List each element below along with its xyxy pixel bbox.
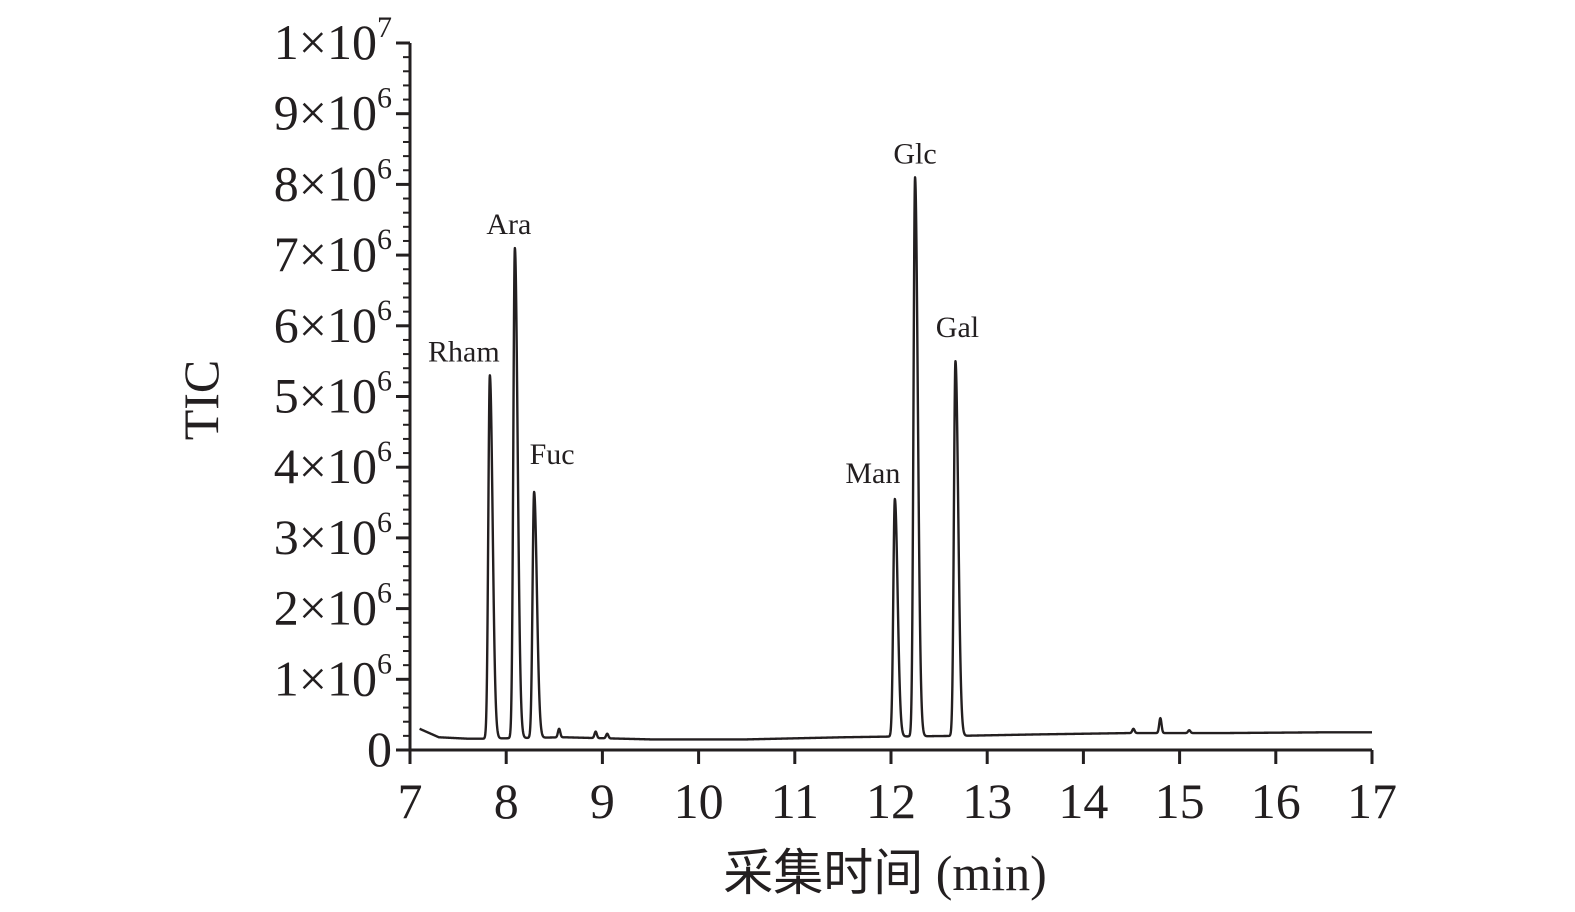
peak-label-rham: Rham xyxy=(428,335,500,368)
peak-label-ara: Ara xyxy=(486,208,531,241)
x-tick-label: 14 xyxy=(1058,773,1108,829)
x-tick-label: 16 xyxy=(1251,773,1301,829)
peak-labels: Rham Ara Fuc Man Glc Gal xyxy=(428,137,979,500)
x-tick-label: 15 xyxy=(1155,773,1205,829)
y-tick-label: 4×106 xyxy=(274,435,392,494)
peak-label-fuc: Fuc xyxy=(530,438,575,471)
peak-apex-gal xyxy=(954,360,956,362)
peak-label-man: Man xyxy=(845,457,900,490)
y-tick-label: 8×106 xyxy=(274,152,392,211)
y-axis: 0 1×106 2×106 3×106 4×106 5×106 6×106 7×106 8×10… xyxy=(274,11,412,777)
x-axis: 7 8 9 10 11 12 13 14 15 16 17 xyxy=(398,748,1397,829)
y-tick-label: 7×106 xyxy=(274,223,392,282)
x-tick-label: 9 xyxy=(590,773,615,829)
x-tick-label: 12 xyxy=(866,773,916,829)
y-axis-title: TIC xyxy=(173,360,229,441)
y-tick-label: 1×107 xyxy=(274,11,392,70)
x-tick-label: 7 xyxy=(398,773,423,829)
x-axis-title: 采集时间 (min) xyxy=(723,845,1047,901)
peak-label-glc: Glc xyxy=(893,137,936,170)
x-tick-label: 13 xyxy=(962,773,1012,829)
y-tick-label: 5×106 xyxy=(274,365,392,424)
y-tick-label: 0 xyxy=(367,721,392,777)
y-tick-label: 9×106 xyxy=(274,82,392,141)
peak-apex-rham xyxy=(489,374,491,376)
x-tick-label: 8 xyxy=(494,773,519,829)
peak-apex-glc xyxy=(914,176,916,178)
x-tick-label: 17 xyxy=(1347,773,1397,829)
x-tick-label: 11 xyxy=(771,773,819,829)
y-tick-label: 6×106 xyxy=(274,294,392,353)
peak-apex-fuc xyxy=(533,491,535,493)
x-tick-label: 10 xyxy=(674,773,724,829)
peak-apex-ara xyxy=(514,247,516,249)
peak-apex-man xyxy=(894,498,896,500)
y-tick-label: 2×106 xyxy=(274,577,392,636)
y-tick-label: 1×106 xyxy=(274,647,392,706)
peak-label-gal: Gal xyxy=(936,311,979,344)
y-tick-label: 3×106 xyxy=(274,506,392,565)
tic-trace-line xyxy=(418,176,1374,741)
